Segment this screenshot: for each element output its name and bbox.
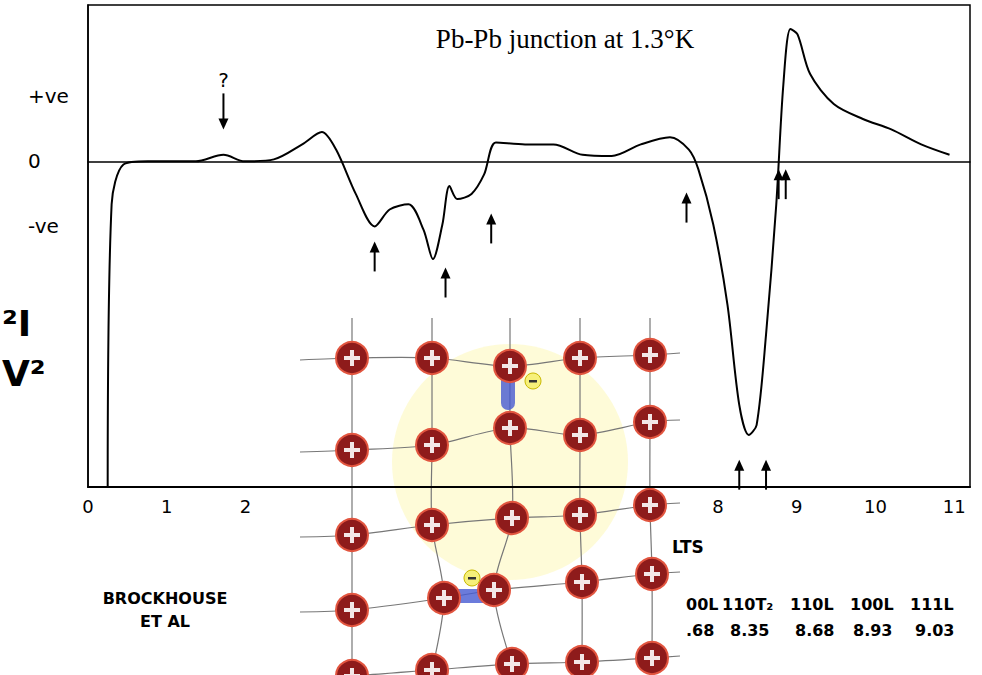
svg-text:8.93: 8.93 — [853, 621, 892, 640]
svg-text:8.68: 8.68 — [795, 621, 834, 640]
svg-text:0: 0 — [82, 496, 93, 517]
svg-text:Pb-Pb junction at 1.3°K: Pb-Pb junction at 1.3°K — [436, 24, 695, 54]
svg-text:+ve: +ve — [28, 84, 69, 108]
svg-text:8.35: 8.35 — [730, 621, 769, 640]
svg-text:?: ? — [218, 68, 229, 92]
svg-text:10: 10 — [864, 496, 887, 517]
svg-text:100L: 100L — [850, 595, 894, 614]
svg-text:11: 11 — [943, 496, 966, 517]
svg-text:-ve: -ve — [28, 214, 59, 238]
svg-text:9.03: 9.03 — [915, 621, 954, 640]
svg-text:9: 9 — [791, 496, 802, 517]
svg-text:110T₂: 110T₂ — [722, 595, 773, 614]
svg-text:8: 8 — [712, 496, 723, 517]
svg-text:.68: .68 — [686, 621, 714, 640]
svg-text:110L: 110L — [790, 595, 834, 614]
svg-text:V²: V² — [2, 353, 46, 394]
svg-text:²I: ²I — [2, 303, 31, 344]
svg-text:111L: 111L — [910, 595, 954, 614]
svg-text:00L: 00L — [686, 595, 718, 614]
svg-text:1: 1 — [161, 496, 172, 517]
svg-text:0: 0 — [28, 149, 41, 173]
svg-text:ET AL: ET AL — [140, 612, 190, 631]
svg-text:2: 2 — [240, 496, 251, 517]
svg-text:BROCKHOUSE: BROCKHOUSE — [103, 589, 228, 608]
svg-text:LTS: LTS — [672, 537, 704, 557]
